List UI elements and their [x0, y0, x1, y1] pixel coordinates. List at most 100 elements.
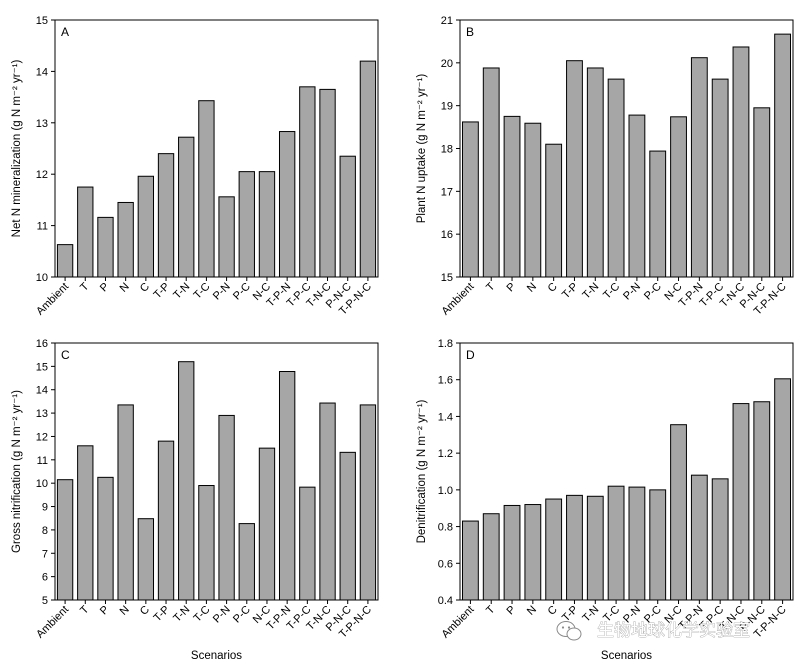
- x-tick-label-d: C: [546, 604, 560, 618]
- bar-c-ambient: [56, 479, 74, 601]
- bar-d-n-c: [670, 424, 687, 601]
- bar-c-n-c: [258, 447, 276, 601]
- bar-a-t-p-c: [299, 86, 316, 278]
- x-tick-label-b: N: [525, 281, 539, 295]
- y-tick-label-b: 16: [441, 229, 453, 241]
- bar-b-p-n: [628, 114, 646, 278]
- y-tick-label-b: 20: [441, 58, 453, 70]
- panel-letter-b: B: [466, 25, 474, 39]
- bar-b-t: [482, 67, 500, 278]
- x-tick-label-a: P-N: [211, 281, 233, 303]
- bar-a-n-c: [258, 171, 276, 278]
- x-tick-label-c: P: [98, 604, 112, 618]
- bar-b-p-c: [649, 150, 667, 278]
- x-tick-label-d: Ambient: [440, 604, 477, 641]
- y-tick-label-b: 15: [441, 272, 453, 284]
- x-tick-label-a: T-C: [192, 281, 213, 302]
- y-tick-label-d: 1.4: [438, 411, 453, 423]
- bar-d-t-p-n: [690, 474, 708, 601]
- y-tick-label-d: 0.4: [438, 595, 453, 607]
- x-tick-label-a: N: [118, 281, 132, 295]
- y-tick-label-d: 1.6: [438, 375, 453, 387]
- y-tick-label-d: 0.8: [438, 522, 453, 534]
- x-tick-label-b: T: [484, 280, 497, 293]
- watermark-text: 生物地球化学实验室: [597, 621, 750, 641]
- bar-a-p-c: [238, 171, 255, 278]
- bar-b-c: [545, 143, 563, 278]
- bar-c-n: [117, 404, 134, 601]
- y-tick-label-c: 8: [42, 525, 48, 537]
- x-tick-label-b: T-P: [560, 281, 581, 302]
- y-tick-label-c: 16: [36, 338, 48, 350]
- x-tick-label-b: Ambient: [440, 281, 477, 318]
- y-tick-label-c: 5: [42, 595, 48, 607]
- x-tick-label-d: T: [484, 603, 497, 616]
- x-axis-title-c: Scenarios: [191, 650, 242, 662]
- plot-frame-d: [459, 342, 794, 601]
- wechat-logo-icon: [556, 621, 582, 641]
- y-tick-label-d: 1.8: [438, 338, 453, 350]
- bar-b-t-n: [586, 67, 604, 278]
- x-tick-label-d: N: [525, 604, 539, 618]
- x-tick-label-c: P-C: [231, 604, 253, 626]
- bar-a-c: [137, 175, 155, 278]
- bar-c-p-c: [238, 523, 255, 601]
- x-tick-label-a: T-P: [152, 281, 173, 302]
- y-tick-label-a: 10: [36, 272, 48, 284]
- bar-a-p-n-c: [339, 155, 356, 278]
- y-tick-label-b: 19: [441, 101, 453, 113]
- bar-b-t-p-n: [690, 57, 708, 278]
- bar-b-ambient: [462, 121, 479, 278]
- y-tick-label-d: 1.2: [438, 448, 453, 460]
- y-tick-label-b: 17: [441, 186, 453, 198]
- x-tick-label-b: P-N: [621, 281, 643, 303]
- bar-c-p-n: [218, 414, 235, 601]
- bar-c-t-p: [157, 440, 175, 601]
- y-tick-label-c: 10: [36, 478, 48, 490]
- y-tick-label-a: 15: [36, 15, 48, 27]
- x-tick-label-c: Ambient: [34, 604, 71, 641]
- bar-b-t-p: [566, 60, 583, 278]
- bar-a-t: [77, 186, 94, 278]
- x-tick-label-a: T: [78, 280, 91, 293]
- x-tick-label-b: C: [546, 281, 560, 295]
- bar-d-p-n: [628, 486, 646, 601]
- x-tick-label-a: P: [98, 281, 112, 295]
- bar-d-p: [503, 504, 521, 601]
- y-tick-label-b: 18: [441, 144, 453, 156]
- bar-d-t-n-c: [732, 403, 750, 601]
- y-tick-label-b: 21: [441, 15, 453, 27]
- x-axis-title-d: Scenarios: [601, 650, 652, 662]
- x-tick-label-a: T-N: [171, 281, 192, 302]
- panel-b: 15 16 17 18 19 20 21 Ambient T P N C T-P T-N T-CP-NP-C…: [416, 15, 794, 318]
- x-tick-label-a: C: [138, 281, 152, 295]
- bar-b-t-p-c: [711, 78, 729, 278]
- x-tick-label-a: Ambient: [34, 281, 71, 318]
- y-tick-label-a: 14: [36, 66, 48, 78]
- bar-a-t-c: [198, 100, 215, 278]
- bar-a-n: [117, 201, 134, 278]
- watermark: 生物地球化学实验室: [556, 621, 750, 641]
- panel-letter-d: D: [466, 348, 475, 362]
- x-tick-label-c: T-N: [171, 604, 192, 625]
- y-tick-label-c: 7: [42, 548, 48, 560]
- x-tick-label-c: N: [118, 604, 132, 618]
- bar-b-p-n-c: [753, 107, 771, 278]
- y-axis-title-b: Plant N uptake (g N m⁻² yr⁻¹): [416, 74, 428, 224]
- x-tick-label-b: P-C: [642, 281, 664, 303]
- bar-c-p: [97, 476, 114, 601]
- bar-c-c: [137, 518, 155, 601]
- y-tick-label-c: 6: [42, 572, 48, 584]
- bar-d-ambient: [462, 520, 479, 601]
- x-tick-label-d: P: [504, 604, 518, 618]
- bar-b-t-c: [607, 78, 625, 278]
- y-tick-label-a: 13: [36, 118, 48, 130]
- x-tick-label-b: T-N: [580, 281, 601, 302]
- y-tick-label-c: 15: [36, 361, 48, 373]
- x-tick-label-b: P: [504, 281, 518, 295]
